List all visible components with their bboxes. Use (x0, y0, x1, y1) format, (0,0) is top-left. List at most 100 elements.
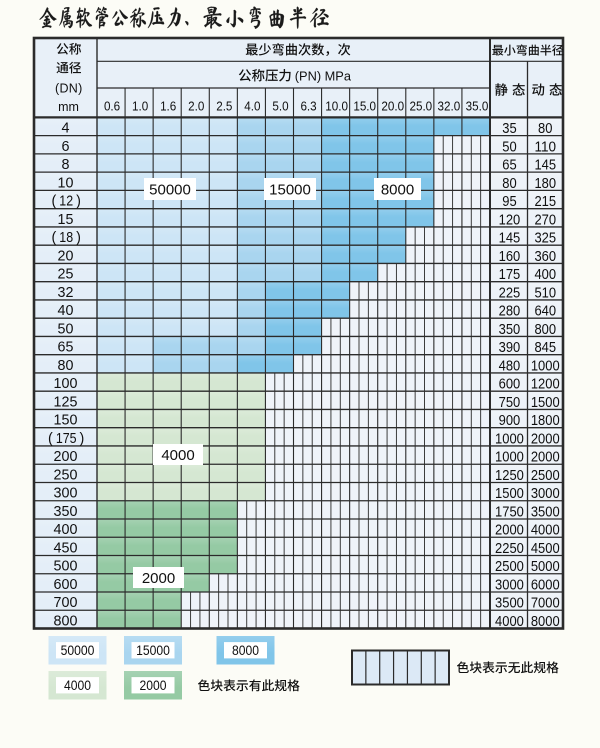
svg-text:50: 50 (502, 139, 516, 155)
svg-text:): ) (76, 230, 81, 246)
svg-text:25.0: 25.0 (409, 98, 432, 113)
svg-text:1800: 1800 (531, 413, 560, 429)
svg-text:2000: 2000 (531, 450, 560, 466)
svg-text:125: 125 (54, 394, 78, 410)
svg-text:50000: 50000 (61, 643, 95, 658)
svg-text:32: 32 (58, 285, 74, 301)
svg-text:65: 65 (58, 340, 74, 356)
svg-text:(PN) MPa: (PN) MPa (295, 68, 352, 83)
svg-text:600: 600 (54, 577, 78, 593)
svg-text:160: 160 (499, 249, 521, 265)
svg-text:(: ( (52, 230, 57, 246)
svg-text:3500: 3500 (531, 504, 560, 520)
svg-text:1500: 1500 (495, 486, 524, 502)
svg-text:845: 845 (534, 340, 556, 356)
svg-text:1200: 1200 (531, 377, 560, 393)
svg-text:1000: 1000 (495, 450, 524, 466)
svg-text:15000: 15000 (136, 643, 170, 658)
svg-text:1250: 1250 (495, 468, 524, 484)
svg-text:0.6: 0.6 (104, 98, 120, 113)
svg-text:400: 400 (54, 522, 78, 538)
svg-text:900: 900 (499, 413, 521, 429)
svg-text:600: 600 (499, 377, 521, 393)
svg-text:80: 80 (58, 358, 74, 374)
svg-text:): ) (76, 194, 81, 210)
svg-text:8: 8 (62, 157, 70, 173)
svg-text:800: 800 (54, 613, 78, 629)
svg-text:1.0: 1.0 (132, 98, 148, 113)
svg-text:5000: 5000 (531, 559, 560, 575)
svg-text:2000: 2000 (140, 678, 167, 693)
svg-text:8000: 8000 (381, 181, 414, 198)
svg-text:(: ( (48, 431, 53, 447)
svg-text:18: 18 (59, 230, 73, 246)
svg-text:480: 480 (499, 358, 521, 374)
svg-text:50: 50 (58, 321, 74, 337)
svg-text:2250: 2250 (495, 541, 524, 557)
svg-text:280: 280 (499, 304, 521, 320)
svg-text:800: 800 (534, 322, 556, 338)
svg-text:750: 750 (499, 395, 521, 411)
svg-text:145: 145 (534, 158, 556, 174)
svg-text:7000: 7000 (531, 596, 560, 612)
svg-text:65: 65 (502, 158, 516, 174)
svg-text:1.6: 1.6 (160, 98, 176, 113)
svg-text:4500: 4500 (531, 541, 560, 557)
svg-text:80: 80 (538, 121, 552, 137)
svg-text:2.0: 2.0 (188, 98, 204, 113)
svg-text:2000: 2000 (531, 431, 560, 447)
svg-text:4000: 4000 (64, 678, 91, 693)
svg-text:2000: 2000 (142, 570, 175, 587)
svg-text:175: 175 (56, 431, 77, 447)
svg-text:6.3: 6.3 (300, 98, 316, 113)
svg-text:3000: 3000 (495, 577, 524, 593)
svg-text:2000: 2000 (495, 523, 524, 539)
svg-text:1000: 1000 (531, 358, 560, 374)
svg-text:3500: 3500 (495, 596, 524, 612)
svg-text:110: 110 (534, 139, 556, 155)
svg-text:120: 120 (499, 212, 521, 228)
svg-text:180: 180 (534, 176, 556, 192)
svg-text:2500: 2500 (531, 468, 560, 484)
svg-text:): ) (80, 431, 85, 447)
svg-text:32.0: 32.0 (438, 98, 461, 113)
svg-text:4000: 4000 (161, 447, 194, 464)
svg-text:(DN): (DN) (55, 81, 83, 95)
svg-text:10: 10 (58, 175, 74, 191)
svg-text:20: 20 (58, 248, 74, 264)
svg-text:700: 700 (54, 595, 78, 611)
svg-text:215: 215 (534, 194, 556, 210)
svg-text:(: ( (52, 194, 57, 210)
svg-text:6000: 6000 (531, 577, 560, 593)
svg-text:15: 15 (58, 212, 74, 228)
svg-text:350: 350 (54, 504, 78, 520)
svg-text:400: 400 (534, 267, 556, 283)
svg-text:10.0: 10.0 (325, 98, 348, 113)
svg-text:1750: 1750 (495, 504, 524, 520)
svg-text:25: 25 (58, 267, 74, 283)
svg-text:150: 150 (54, 413, 78, 429)
svg-text:15000: 15000 (269, 181, 311, 198)
svg-text:500: 500 (54, 559, 78, 575)
svg-text:4000: 4000 (495, 614, 524, 630)
svg-text:5.0: 5.0 (272, 98, 288, 113)
svg-text:270: 270 (534, 212, 556, 228)
svg-text:640: 640 (534, 304, 556, 320)
svg-text:250: 250 (54, 467, 78, 483)
svg-text:145: 145 (499, 231, 521, 247)
svg-text:mm: mm (58, 100, 79, 114)
svg-text:1500: 1500 (531, 395, 560, 411)
svg-text:100: 100 (54, 376, 78, 392)
svg-text:6: 6 (62, 139, 70, 155)
svg-text:2500: 2500 (495, 559, 524, 575)
svg-text:360: 360 (534, 249, 556, 265)
svg-text:8000: 8000 (531, 614, 560, 630)
svg-text:4.0: 4.0 (244, 98, 260, 113)
svg-text:12: 12 (59, 194, 73, 210)
svg-text:225: 225 (499, 285, 521, 301)
svg-text:450: 450 (54, 540, 78, 556)
svg-text:200: 200 (54, 449, 78, 465)
svg-text:300: 300 (54, 486, 78, 502)
svg-text:1000: 1000 (495, 431, 524, 447)
svg-text:8000: 8000 (232, 643, 259, 658)
